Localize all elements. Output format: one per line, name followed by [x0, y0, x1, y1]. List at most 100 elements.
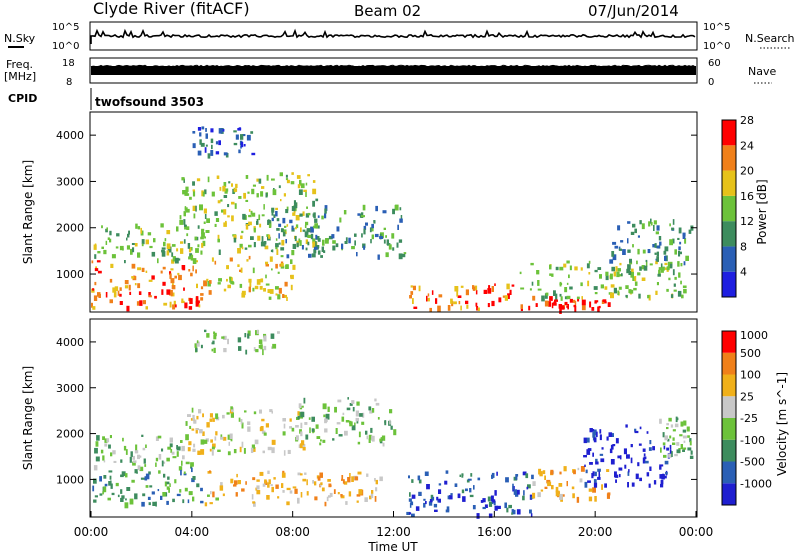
- scatter-cell: [677, 237, 680, 240]
- scatter-cell: [469, 488, 472, 493]
- scatter-cell: [312, 241, 316, 244]
- scatter-cell: [230, 407, 234, 412]
- x-tick-label: 00:00: [74, 525, 109, 539]
- scatter-cell: [431, 290, 434, 295]
- scatter-cell: [312, 213, 316, 217]
- scatter-cell: [258, 339, 263, 345]
- scatter-cell: [400, 215, 403, 220]
- scatter-cell: [654, 243, 657, 248]
- scatter-cell: [192, 189, 195, 192]
- scatter-cell: [104, 443, 108, 447]
- scatter-cell: [313, 225, 316, 229]
- colorbar-segment: [722, 246, 736, 272]
- scatter-cell: [389, 409, 393, 414]
- scatter-cell: [222, 436, 227, 441]
- scatter-cell: [544, 475, 546, 480]
- scatter-cell: [595, 461, 599, 465]
- power-colorbar-label: Power [dB]: [755, 179, 769, 244]
- scatter-cell: [520, 287, 525, 290]
- scatter-cell: [590, 429, 595, 432]
- scatter-cell: [617, 268, 621, 272]
- scatter-cell: [212, 491, 215, 498]
- colorbar-segment: [722, 396, 736, 418]
- scatter-cell: [307, 174, 310, 177]
- scatter-cell: [192, 448, 196, 452]
- scatter-cell: [191, 428, 195, 431]
- scatter-cell: [544, 300, 549, 307]
- scatter-cell: [410, 501, 414, 506]
- scatter-cell: [627, 482, 629, 488]
- scatter-cell: [151, 275, 155, 280]
- y-tick-label: 3000: [56, 382, 84, 395]
- scatter-cell: [278, 242, 281, 245]
- scatter-cell: [507, 293, 510, 299]
- scatter-cell: [106, 227, 108, 231]
- scatter-cell: [411, 513, 415, 517]
- scatter-cell: [396, 242, 399, 248]
- scatter-cell: [363, 228, 366, 235]
- scatter-cell: [145, 239, 149, 245]
- scatter-cell: [262, 483, 266, 487]
- scatter-cell: [332, 240, 336, 244]
- scatter-cell: [172, 304, 176, 310]
- scatter-cell: [267, 446, 272, 451]
- scatter-cell: [623, 448, 627, 455]
- scatter-cell: [250, 210, 253, 215]
- scatter-cell: [560, 296, 563, 301]
- scatter-cell: [161, 289, 164, 295]
- scatter-cell: [616, 271, 620, 278]
- scatter-cell: [656, 245, 661, 249]
- scatter-cell: [269, 289, 274, 294]
- nsky-tick-top: 10^5: [52, 22, 79, 33]
- scatter-cell: [166, 289, 171, 295]
- scatter-cell: [375, 402, 380, 406]
- cpid-row: CPID twofsound 3503: [8, 88, 204, 110]
- scatter-cell: [201, 232, 205, 238]
- scatter-cell: [230, 412, 234, 418]
- scatter-cell: [672, 238, 675, 244]
- scatter-cell: [306, 479, 308, 486]
- scatter-cell: [247, 330, 251, 336]
- colorbar-tick-label: -1000: [740, 477, 772, 490]
- scatter-cell: [113, 291, 117, 298]
- scatter-cell: [223, 195, 228, 198]
- scatter-cell: [302, 478, 307, 482]
- beam-title: Beam 02: [354, 2, 421, 20]
- scatter-cell: [195, 205, 197, 212]
- scatter-cell: [295, 215, 300, 221]
- scatter-cell: [217, 200, 221, 204]
- scatter-cell: [210, 439, 213, 443]
- scatter-cell: [634, 228, 637, 234]
- scatter-cell: [238, 196, 242, 199]
- scatter-cell: [494, 505, 498, 511]
- scatter-cell: [588, 488, 593, 492]
- scatter-cell: [325, 413, 330, 420]
- scatter-cell: [158, 470, 161, 474]
- scatter-cell: [597, 267, 602, 270]
- scatter-cell: [326, 496, 329, 502]
- scatter-cell: [271, 447, 275, 454]
- scatter-cell: [246, 259, 249, 262]
- scatter-cell: [370, 427, 373, 433]
- scatter-cell: [412, 285, 416, 291]
- scatter-cell: [549, 264, 552, 270]
- scatter-cell: [148, 502, 151, 506]
- scatter-cell: [240, 419, 243, 425]
- scatter-cell: [271, 268, 273, 271]
- scatter-cell: [659, 418, 662, 424]
- scatter-cell: [108, 481, 112, 486]
- scatter-cell: [660, 479, 664, 485]
- scatter-cell: [221, 209, 225, 213]
- scatter-cell: [196, 283, 198, 289]
- scatter-cell: [271, 212, 274, 216]
- scatter-cell: [482, 498, 486, 503]
- scatter-cell: [624, 464, 627, 469]
- scatter-cell: [677, 261, 680, 267]
- scatter-cell: [199, 139, 202, 145]
- scatter-cell: [354, 233, 357, 237]
- scatter-cell: [627, 471, 630, 476]
- scatter-cell: [631, 268, 634, 272]
- scatter-cell: [381, 435, 386, 441]
- scatter-cell: [563, 263, 567, 268]
